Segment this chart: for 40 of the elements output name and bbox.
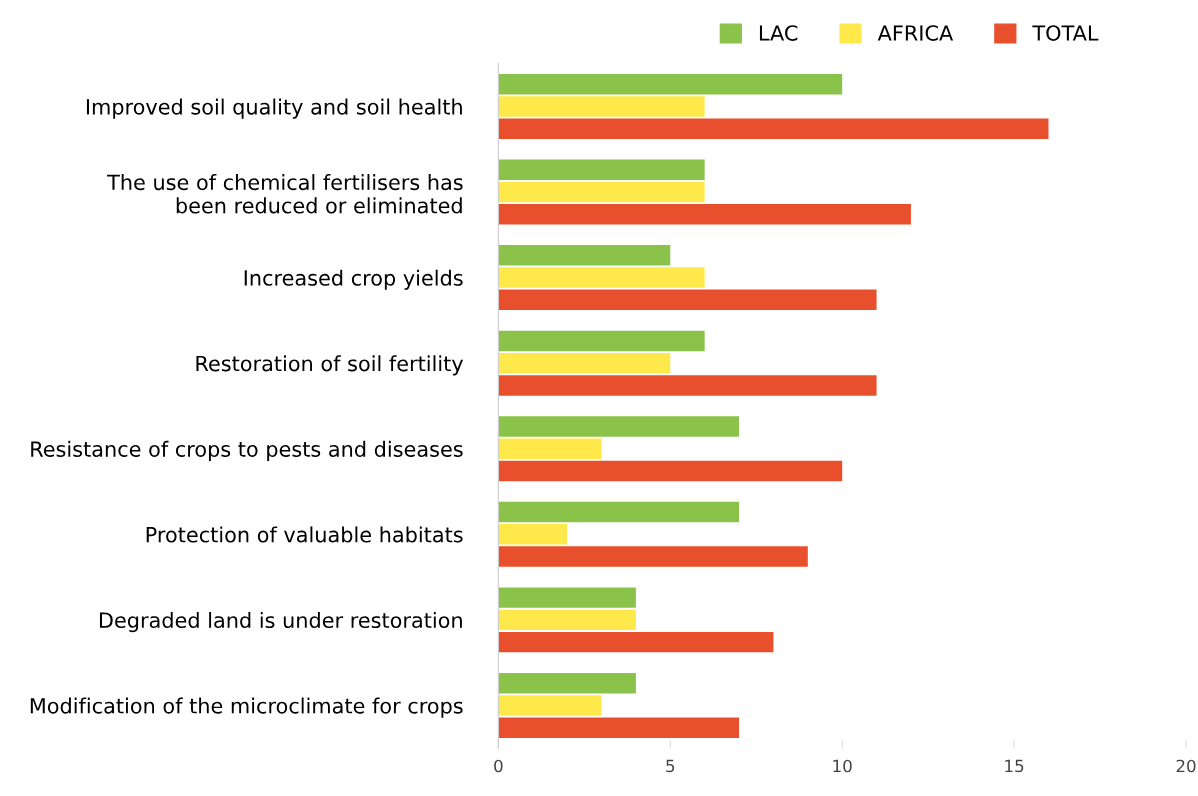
- bar: [498, 717, 740, 738]
- bar: [498, 181, 705, 203]
- y-tick-label: The use of chemical fertilisers has been reduced or eliminated: [107, 174, 463, 214]
- bar: [498, 159, 705, 181]
- y-tick-label: Modification of the microclimate for crops: [30, 697, 463, 718]
- bar: [498, 546, 808, 567]
- x-tick-label: 10: [833, 759, 852, 773]
- bar: [498, 352, 671, 374]
- bar: [498, 501, 740, 523]
- bar: [498, 96, 705, 117]
- x-tick-label: 15: [1005, 759, 1024, 773]
- y-tick-label: Resistance of crops to pests and diseases: [31, 440, 463, 461]
- legend-label: TOTAL: [1032, 25, 1099, 41]
- bar: [498, 375, 877, 396]
- bar: [498, 672, 636, 694]
- bar: [498, 695, 602, 716]
- bar: [498, 118, 1049, 139]
- y-tick-label: Increased crop yields: [244, 269, 463, 290]
- y-tick-label: Protection of valuable habitats: [146, 526, 463, 543]
- bar: [498, 609, 636, 631]
- bar: [498, 289, 877, 311]
- bar: [498, 267, 705, 288]
- y-tick-label: Restoration of soil fertility: [196, 355, 464, 376]
- bar: [498, 330, 705, 352]
- bar: [498, 73, 843, 95]
- bar: [498, 631, 774, 653]
- y-tick-label: Improved soil quality and soil health: [86, 98, 462, 119]
- bar: [498, 416, 740, 437]
- bar: [498, 245, 671, 266]
- bar: [498, 587, 636, 608]
- legend-label: AFRICA: [877, 25, 954, 41]
- y-tick-label: Degraded land is under restoration: [99, 611, 462, 633]
- bar: [498, 524, 568, 545]
- x-tick-label: 20: [1176, 759, 1196, 773]
- bar: [498, 438, 602, 459]
- legend-label: LAC: [759, 25, 798, 41]
- bar: [498, 204, 911, 225]
- x-tick-label: 0: [494, 759, 503, 773]
- bar: [498, 460, 843, 482]
- x-tick-label: 5: [666, 759, 675, 773]
